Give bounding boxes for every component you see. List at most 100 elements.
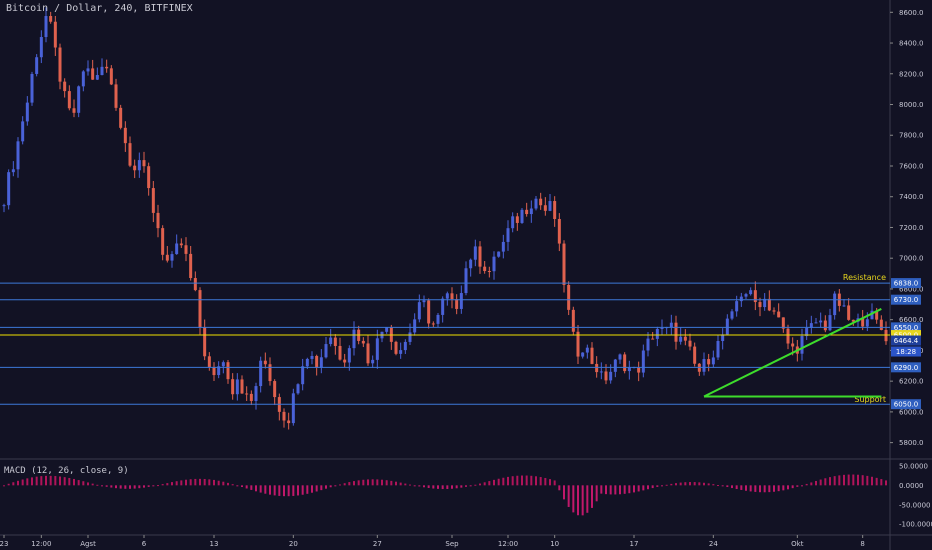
candle-body: [646, 338, 650, 351]
candle-body: [581, 352, 585, 357]
macd-bar: [782, 485, 785, 491]
candle-body: [310, 355, 314, 359]
candle-body: [86, 68, 90, 72]
macd-bar: [343, 483, 346, 486]
macd-bar: [735, 485, 738, 490]
macd-bar: [619, 485, 621, 495]
candle-body: [91, 68, 95, 80]
candle-body: [534, 198, 538, 209]
candle-body: [777, 311, 781, 318]
y-tick-label: 7800.0: [899, 132, 924, 140]
level-tag-label: 6838.0: [894, 280, 919, 288]
trendline: [703, 308, 882, 398]
resistance-label: Resistance: [843, 273, 886, 282]
macd-bar: [614, 485, 617, 495]
macd-bar: [376, 479, 379, 486]
candle-body: [399, 350, 403, 354]
candle-body: [436, 314, 440, 324]
candle-body: [315, 355, 319, 368]
candle-body: [674, 322, 678, 342]
macd-bar: [441, 485, 444, 490]
macd-bar: [273, 485, 276, 496]
macd-bar: [185, 479, 187, 486]
macd-bar: [157, 485, 159, 487]
candle-body: [142, 160, 146, 167]
macd-bar: [59, 476, 61, 486]
candle-body: [515, 216, 519, 223]
candle-body: [553, 201, 557, 220]
macd-bar: [707, 483, 710, 486]
candle-body: [730, 311, 734, 319]
candle-body: [109, 68, 113, 85]
candle-body: [123, 127, 127, 144]
macd-bar: [563, 485, 565, 500]
candle-body: [749, 290, 753, 295]
macd-bar: [717, 485, 719, 487]
x-tick-label: 6: [142, 540, 147, 548]
candle-body: [711, 357, 715, 365]
macd-bar: [721, 485, 724, 487]
macd-bar: [525, 475, 528, 486]
macd-bar: [460, 485, 463, 488]
candle-body: [371, 359, 375, 364]
macd-bar: [885, 480, 887, 486]
macd-bar: [469, 485, 472, 487]
candle-body: [707, 359, 711, 365]
macd-bar: [670, 483, 673, 486]
macd-bar: [287, 485, 290, 497]
macd-bar: [698, 482, 701, 486]
macd-bar: [749, 485, 752, 492]
candle-body: [683, 336, 687, 341]
y-tick-label: 6000.0: [899, 408, 924, 416]
macd-bar: [432, 485, 435, 489]
macd-bar: [819, 479, 822, 486]
macd-bar: [656, 485, 659, 487]
macd-bar: [675, 483, 677, 486]
candle-body: [548, 201, 552, 211]
macd-bar: [147, 485, 150, 487]
candle-body: [641, 350, 645, 373]
macd-bar: [773, 485, 775, 492]
macd-bar: [609, 485, 612, 495]
candle-body: [618, 354, 622, 360]
candle-body: [385, 327, 389, 332]
x-tick-label: Sep: [445, 540, 459, 548]
macd-bar: [199, 478, 201, 486]
macd-bar: [395, 481, 397, 486]
macd-bar: [843, 474, 845, 486]
macd-bar: [507, 476, 509, 486]
candle-body: [525, 209, 529, 215]
x-tick-label: 23: [0, 540, 8, 548]
candle-body: [137, 160, 141, 171]
macd-bar: [96, 484, 99, 486]
level-tag-label: 6050.0: [894, 401, 919, 409]
y-tick-label: 8600.0: [899, 9, 924, 17]
candle-body: [487, 271, 491, 273]
macd-bar: [409, 484, 411, 486]
candle-body: [249, 393, 253, 401]
macd-bar: [465, 485, 467, 487]
x-tick-label: Okt: [791, 540, 804, 548]
chart-title: Bitcoin / Dollar, 240, BITFINEX: [6, 3, 193, 14]
level-tag-label: 6550.0: [894, 324, 919, 332]
macd-bar: [871, 476, 873, 486]
macd-bar: [567, 485, 570, 507]
macd-bar: [63, 477, 66, 486]
macd-tick-label: 50.0000: [899, 462, 928, 470]
candle-body: [735, 301, 739, 312]
time-tag: [891, 346, 921, 357]
candle-body: [333, 337, 337, 346]
macd-bar: [320, 485, 323, 491]
macd-bar: [777, 485, 780, 492]
x-tick-label: 27: [373, 540, 382, 548]
candle-body: [338, 345, 342, 360]
macd-bar: [301, 485, 304, 495]
candle-body: [39, 37, 43, 58]
macd-bar: [488, 481, 491, 486]
candle-body: [198, 290, 202, 328]
macd-bar: [390, 480, 393, 486]
macd-bar: [880, 479, 883, 486]
macd-bar: [208, 479, 211, 486]
candle-body: [753, 290, 757, 303]
